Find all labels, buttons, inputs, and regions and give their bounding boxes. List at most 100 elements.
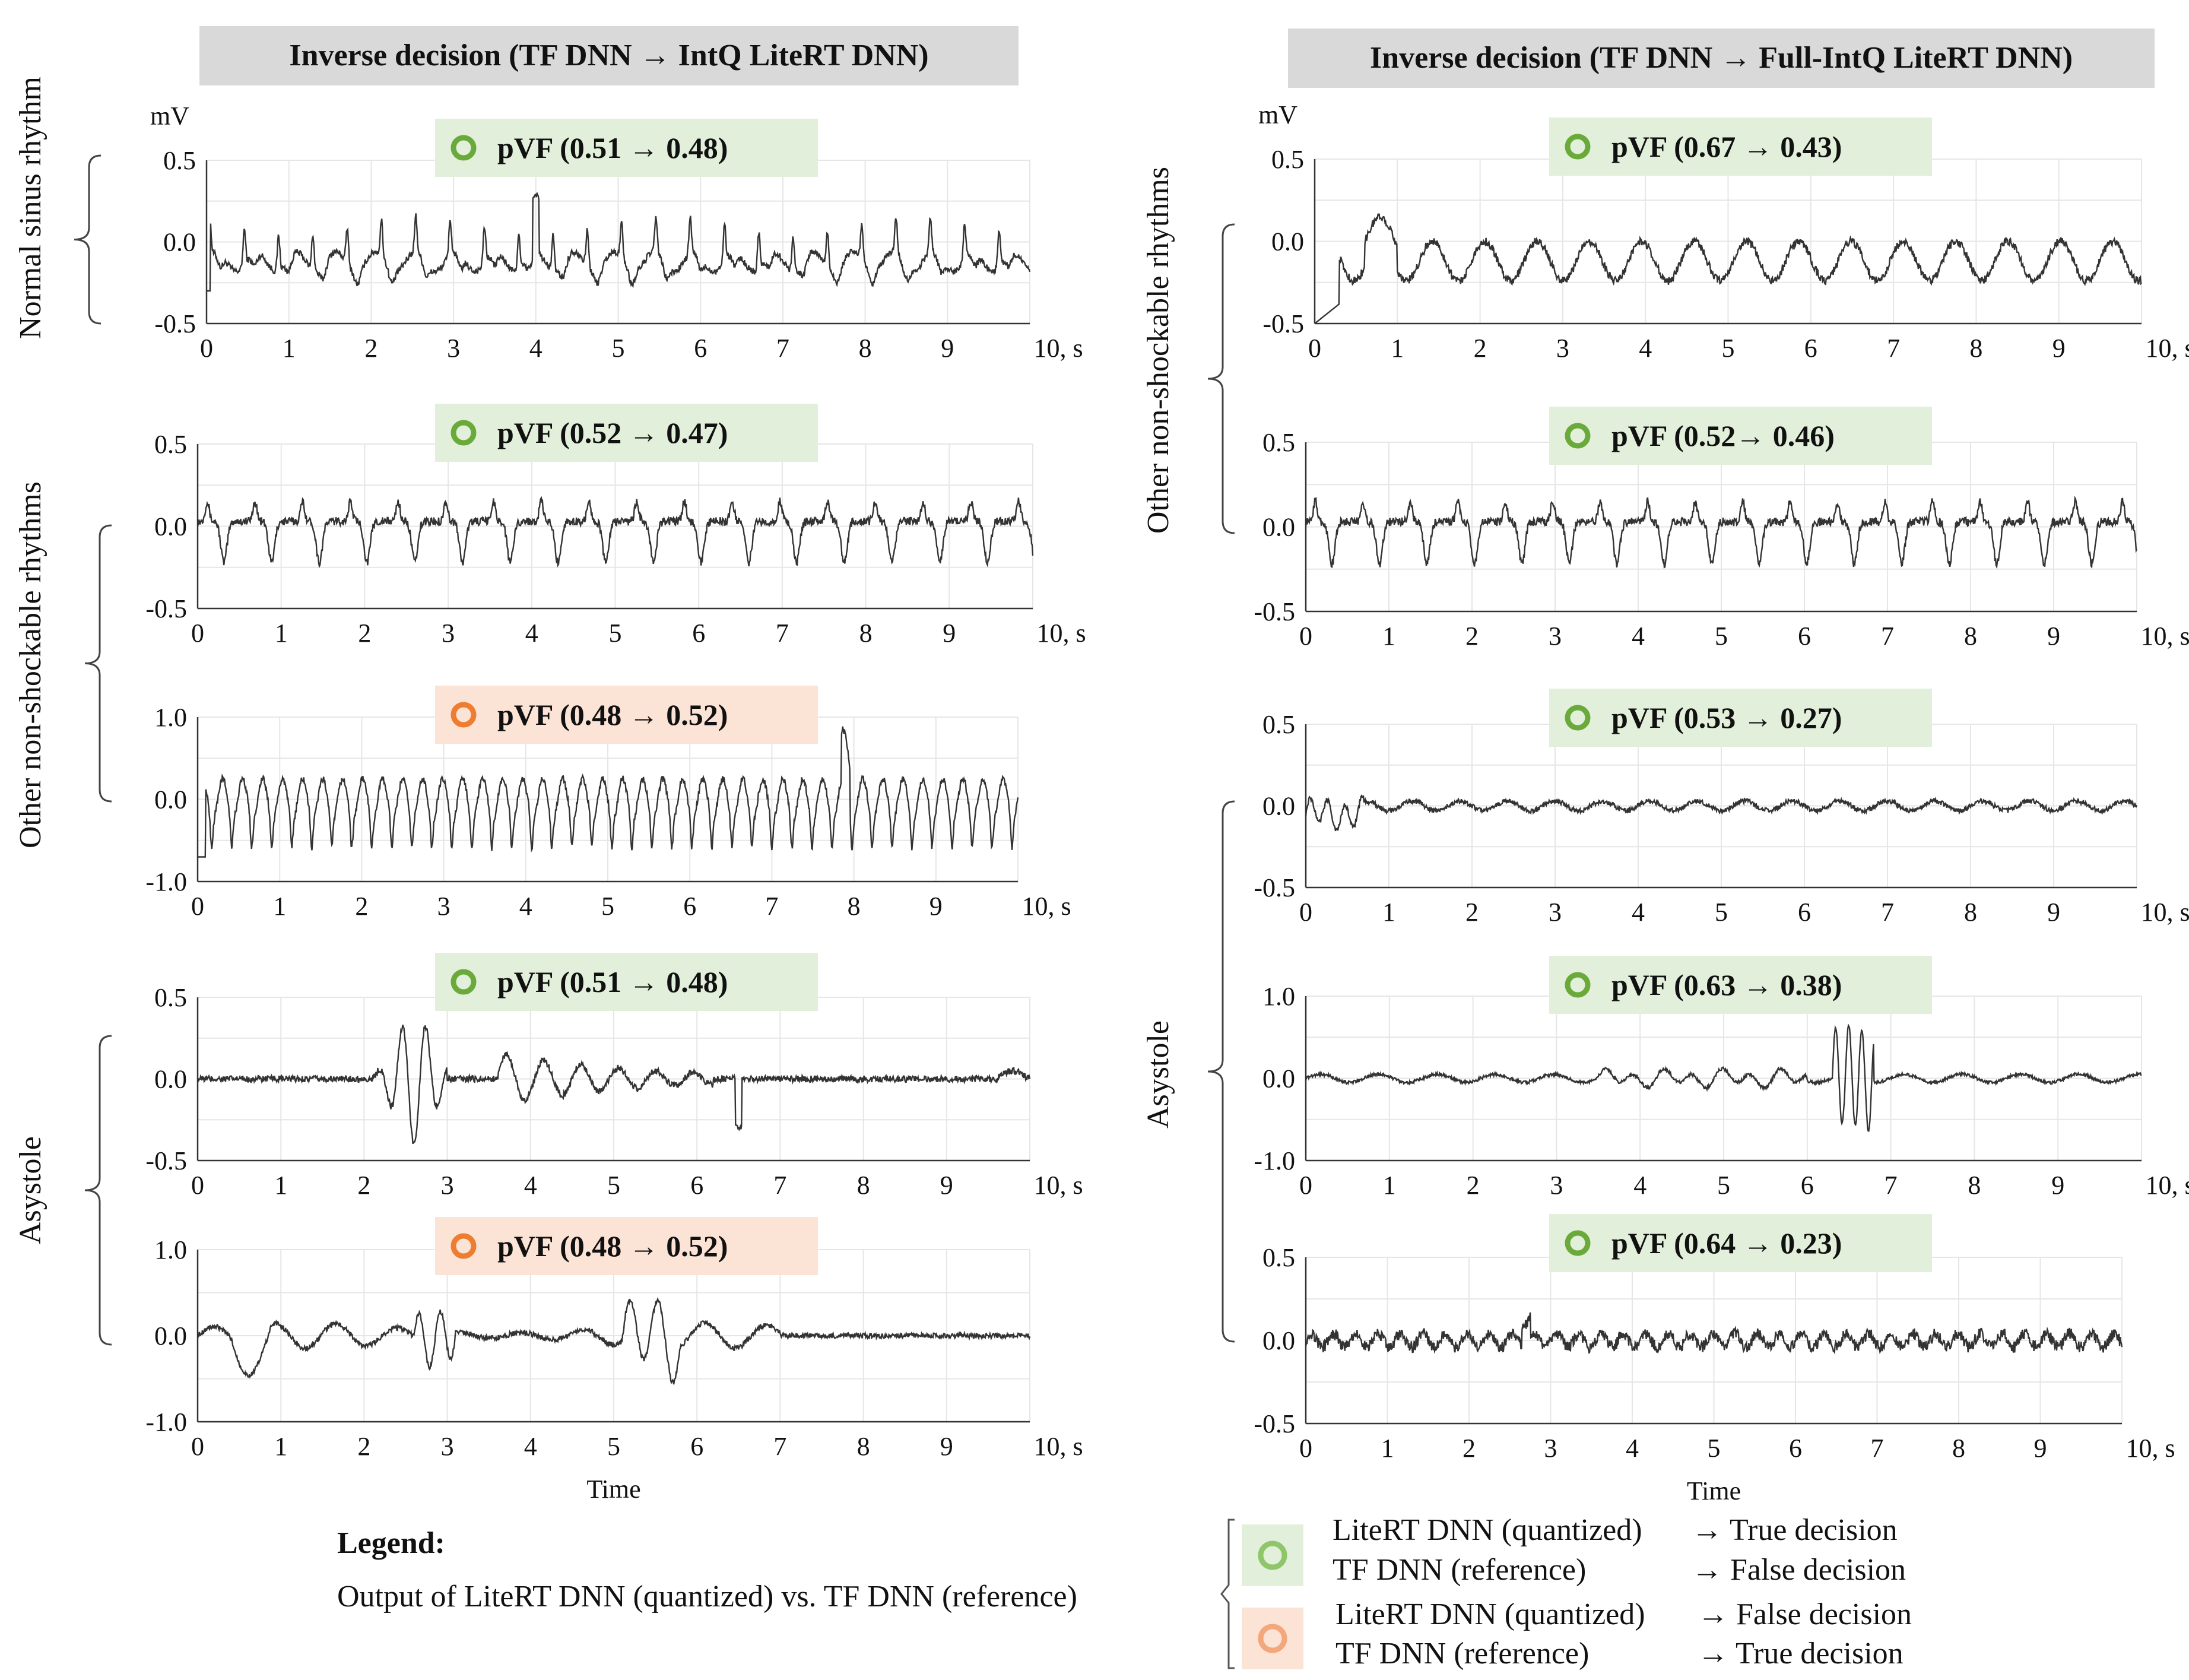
x-tick-label-L2: 3 (442, 619, 455, 648)
y-tick-label-R2: 0.0 (1262, 513, 1295, 542)
badge-bg-L4 (435, 953, 818, 1011)
ecg-trace-R1 (1314, 213, 2142, 324)
x-tick-label-L1: 8 (859, 334, 872, 363)
y-tick-label-L3: 1.0 (154, 703, 187, 732)
x-tick-label-L4: 2 (357, 1171, 370, 1200)
badge-bg-R3 (1549, 689, 1932, 747)
green-decision-circle-icon (1565, 972, 1591, 998)
x-tick-label-L2: 2 (358, 619, 371, 648)
x-tick-label-L1: 3 (447, 334, 460, 363)
y-tick-label-R2: -0.5 (1254, 597, 1295, 626)
y-tick-label-R5: 0.5 (1262, 1243, 1295, 1272)
x-tick-label-L4: 1 (274, 1171, 287, 1200)
x-tick-label-L2: 7 (776, 619, 789, 648)
x-tick-label-L5: 9 (940, 1432, 953, 1461)
y-unit-label-R1: mV (1258, 100, 1297, 129)
x-tick-label-L4: 9 (940, 1171, 953, 1200)
x-tick-label-L3: 8 (848, 892, 861, 921)
badge-bg-L3 (435, 686, 818, 744)
x-tick-label-R3: 2 (1465, 898, 1479, 927)
x-tick-label-R2: 8 (1964, 622, 1977, 651)
x-tick-label-R1: 6 (1804, 334, 1817, 363)
x-tick-label-R4: 4 (1633, 1171, 1646, 1200)
legend-green-circle-icon (1258, 1540, 1287, 1570)
x-tick-label-L2: 9 (943, 619, 956, 648)
y-tick-label-L3: -1.0 (145, 867, 187, 896)
y-tick-label-L3: 0.0 (154, 785, 187, 814)
green-decision-circle-icon (1565, 423, 1591, 449)
x-tick-label-R5: 10, s (2125, 1434, 2175, 1463)
x-tick-label-R3: 10, s (2140, 898, 2189, 927)
x-tick-label-R2: 7 (1881, 622, 1894, 651)
x-tick-label-R3: 0 (1299, 898, 1312, 927)
x-tick-label-L4: 10, s (1033, 1171, 1083, 1200)
x-tick-label-L5: 5 (607, 1432, 620, 1461)
x-tick-label-L5: 3 (441, 1432, 454, 1461)
x-tick-label-R3: 9 (2047, 898, 2060, 927)
x-tick-label-R5: 5 (1708, 1434, 1721, 1463)
y-tick-label-R5: 0.0 (1262, 1326, 1295, 1355)
x-tick-label-R5: 1 (1381, 1434, 1394, 1463)
legend-title: Legend: (337, 1526, 445, 1560)
x-tick-label-R4: 6 (1801, 1171, 1814, 1200)
ecg-trace-L5 (196, 1297, 1031, 1385)
x-tick-label-L1: 6 (694, 334, 707, 363)
green-decision-circle-icon (451, 969, 477, 995)
x-tick-label-R5: 7 (1871, 1434, 1884, 1463)
x-tick-label-R2: 2 (1465, 622, 1479, 651)
x-tick-label-R2: 3 (1549, 622, 1562, 651)
badge-bg-R1 (1549, 118, 1932, 176)
green-decision-circle-icon (1565, 705, 1591, 731)
x-tick-label-L4: 5 (607, 1171, 620, 1200)
x-tick-label-R4: 8 (1968, 1171, 1981, 1200)
x-tick-label-R2: 0 (1299, 622, 1312, 651)
legend-subtitle: Output of LiteRT DNN (quantized) vs. TF … (337, 1580, 1077, 1614)
green-decision-circle-icon (451, 420, 477, 446)
ecg-trace-R5 (1305, 1312, 2123, 1355)
left-column-header: Inverse decision (TF DNN → IntQ LiteRT D… (199, 26, 1019, 85)
y-tick-label-R4: -1.0 (1254, 1146, 1295, 1175)
x-tick-label-L5: 8 (857, 1432, 870, 1461)
y-tick-label-L2: -0.5 (145, 594, 187, 623)
right-column-header: Inverse decision (TF DNN → Full-IntQ Lit… (1288, 28, 2155, 88)
y-tick-label-L2: 0.0 (154, 512, 187, 541)
x-tick-label-L3: 1 (273, 892, 286, 921)
x-tick-label-R2: 4 (1632, 622, 1645, 651)
y-tick-label-R1: -0.5 (1262, 309, 1304, 338)
x-tick-label-L2: 6 (692, 619, 705, 648)
y-tick-label-L5: -1.0 (145, 1408, 187, 1437)
y-tick-label-R5: -0.5 (1254, 1409, 1295, 1438)
x-tick-label-L2: 4 (525, 619, 538, 648)
x-tick-label-L5: 1 (274, 1432, 287, 1461)
x-tick-label-L4: 7 (773, 1171, 786, 1200)
badge-label-R3: pVF (0.53 → 0.27) (1611, 701, 1842, 734)
legend-row-2-model: TF DNN (reference) (1333, 1553, 1587, 1587)
brace-other-left (84, 524, 112, 803)
x-tick-label-R5: 6 (1789, 1434, 1802, 1463)
group-label-other-left: Other non-shockable rhythms (14, 481, 47, 848)
y-tick-label-L5: 1.0 (154, 1235, 187, 1264)
y-tick-label-L4: 0.5 (154, 983, 187, 1012)
x-tick-label-R5: 3 (1544, 1434, 1557, 1463)
x-tick-label-L2: 0 (191, 619, 204, 648)
brace-other-right (1207, 223, 1235, 534)
x-tick-label-R3: 1 (1382, 898, 1395, 927)
x-tick-label-L4: 4 (524, 1171, 537, 1200)
x-tick-label-L1: 4 (529, 334, 543, 363)
badge-label-R5: pVF (0.64 → 0.23) (1611, 1226, 1842, 1260)
x-tick-label-L2: 8 (859, 619, 873, 648)
y-tick-label-R3: 0.0 (1262, 792, 1295, 821)
badge-bg-L2 (435, 404, 818, 462)
y-tick-label-R4: 0.0 (1262, 1064, 1295, 1093)
x-tick-label-R2: 1 (1382, 622, 1395, 651)
x-tick-label-L4: 6 (690, 1171, 703, 1200)
legend-row-4-decision: → True decision (1698, 1637, 1904, 1671)
y-tick-label-L4: -0.5 (145, 1146, 187, 1175)
badge-label-R4: pVF (0.63 → 0.38) (1611, 968, 1842, 1001)
x-tick-label-L5: 6 (690, 1432, 703, 1461)
ecg-trace-L1 (207, 192, 1031, 292)
x-tick-label-R5: 4 (1626, 1434, 1639, 1463)
x-tick-label-R1: 5 (1722, 334, 1735, 363)
x-tick-label-L1: 2 (364, 334, 377, 363)
